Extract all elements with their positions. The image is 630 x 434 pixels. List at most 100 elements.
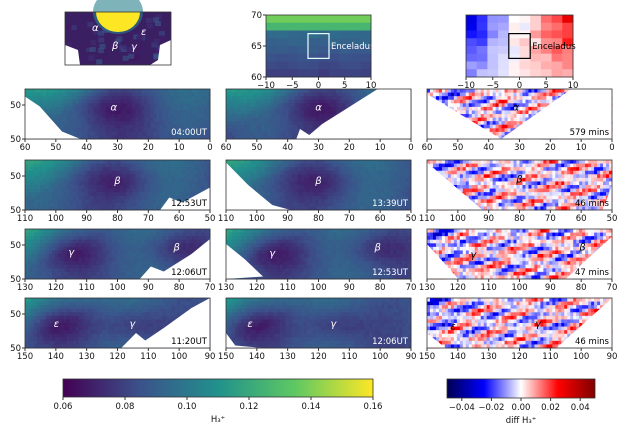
heatmap-cell: [345, 188, 349, 193]
heatmap-cell: [306, 106, 310, 111]
heatmap-cell: [201, 174, 205, 179]
heatmap-cell: [87, 199, 92, 204]
heatmap-cell: [291, 206, 296, 211]
heatmap-cell: [87, 124, 92, 129]
heatmap-cell: [489, 99, 494, 104]
heatmap-cell: [249, 160, 254, 164]
heatmap-cell: [531, 89, 535, 93]
heatmap-cell: [129, 174, 133, 179]
heatmap-cell: [540, 99, 544, 104]
heatmap-cell: [549, 89, 553, 93]
map-cell: [476, 38, 488, 47]
heatmap-cell: [468, 96, 473, 101]
heatmap-cell: [402, 160, 406, 164]
heatmap-cell: [48, 89, 53, 93]
heatmap-cell: [39, 188, 44, 193]
heatmap-cell: [195, 185, 199, 189]
heatmap-cell: [357, 181, 361, 186]
heatmap-cell: [450, 163, 455, 168]
heatmap-cell: [285, 103, 290, 108]
heatmap-cell: [483, 103, 488, 108]
heatmap-cell: [180, 188, 184, 193]
heatmap-cell: [78, 114, 83, 118]
heatmap-cell: [99, 92, 103, 97]
heatmap-cell: [285, 96, 290, 101]
heatmap-cell: [372, 160, 376, 164]
heatmap-cell: [453, 106, 458, 111]
map-cell: [551, 30, 563, 39]
heatmap-cell: [453, 103, 458, 108]
heatmap-cell: [186, 92, 190, 97]
heatmap-cell: [177, 160, 181, 164]
polar-mask: [150, 40, 171, 65]
heatmap-cell: [300, 96, 304, 101]
heatmap-cell: [282, 135, 287, 140]
heatmap-cell: [81, 167, 86, 172]
heatmap-cell: [396, 202, 400, 207]
heatmap-cell: [78, 99, 83, 104]
heatmap-cell: [438, 99, 443, 104]
heatmap-cell: [474, 174, 479, 179]
heatmap-cell: [183, 135, 187, 140]
heatmap-cell: [153, 96, 157, 101]
heatmap-cell: [42, 92, 47, 97]
heatmap-cell: [108, 117, 112, 122]
heatmap-cell: [69, 110, 74, 115]
heatmap-cell: [369, 174, 373, 179]
heatmap-cell: [39, 195, 44, 200]
map-cell: [466, 22, 478, 31]
heatmap-cell: [435, 160, 440, 164]
heatmap-cell: [246, 181, 251, 186]
heatmap-cell: [102, 89, 106, 93]
heatmap-cell: [354, 181, 358, 186]
heatmap-cell: [306, 167, 310, 172]
heatmap-cell: [81, 92, 86, 97]
map-cell: [519, 38, 531, 47]
heatmap-cell: [189, 177, 193, 182]
heatmap-cell: [282, 89, 287, 93]
heatmap-cell: [399, 195, 403, 200]
heatmap-cell: [468, 185, 473, 189]
heatmap-cell: [285, 163, 290, 168]
heatmap-cell: [273, 170, 278, 175]
heatmap-cell: [375, 167, 379, 172]
heatmap-cell: [342, 163, 346, 168]
heatmap-cell: [51, 170, 56, 175]
heatmap-cell: [459, 89, 464, 93]
heatmap-cell: [150, 188, 154, 193]
heatmap-cell: [243, 117, 248, 122]
heatmap-cell: [117, 206, 121, 211]
heatmap-cell: [51, 96, 56, 101]
heatmap-cell: [69, 188, 74, 193]
heatmap-cell: [486, 174, 491, 179]
map-cell: [276, 61, 288, 70]
heatmap-cell: [288, 174, 293, 179]
heatmap-cell: [174, 181, 178, 186]
heatmap-cell: [159, 103, 163, 108]
heatmap-cell: [177, 110, 181, 115]
heatmap-cell: [345, 170, 349, 175]
heatmap-cell: [513, 103, 517, 108]
map-cell: [360, 69, 372, 78]
heatmap-cell: [30, 92, 35, 97]
heatmap-cell: [315, 103, 319, 108]
heatmap-cell: [234, 89, 239, 93]
heatmap-cell: [237, 106, 242, 111]
heatmap-cell: [25, 199, 29, 204]
x-tick-label: 60: [174, 214, 185, 224]
heatmap-cell: [51, 110, 56, 115]
heatmap-cell: [339, 192, 343, 197]
heatmap-cell: [204, 160, 208, 164]
map-cell: [562, 22, 574, 31]
heatmap-cell: [267, 181, 272, 186]
heatmap-cell: [39, 99, 44, 104]
heatmap-cell: [57, 174, 62, 179]
heatmap-cell: [261, 192, 266, 197]
heatmap-cell: [198, 181, 202, 186]
heatmap-cell: [336, 103, 340, 108]
x-tick-label: 30: [514, 143, 525, 153]
heatmap-cell: [522, 96, 526, 101]
heatmap-cell: [279, 170, 284, 175]
heatmap-cell: [144, 206, 148, 211]
heatmap-cell: [525, 106, 529, 111]
